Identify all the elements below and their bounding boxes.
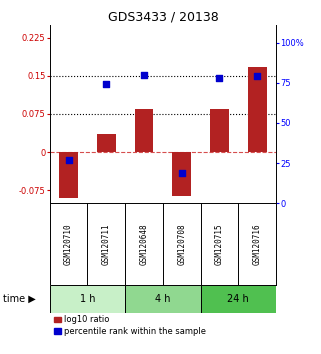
Point <box>255 74 260 79</box>
Bar <box>97 135 116 152</box>
Point <box>66 157 71 163</box>
Bar <box>59 152 78 198</box>
Bar <box>210 109 229 152</box>
Bar <box>50 285 125 313</box>
Point <box>217 75 222 81</box>
Bar <box>172 152 191 195</box>
Bar <box>134 109 153 152</box>
Text: 24 h: 24 h <box>228 294 249 304</box>
Legend: log10 ratio, percentile rank within the sample: log10 ratio, percentile rank within the … <box>54 315 206 336</box>
Text: 1 h: 1 h <box>80 294 95 304</box>
Text: GSM120711: GSM120711 <box>102 223 111 265</box>
Text: 4 h: 4 h <box>155 294 171 304</box>
Bar <box>125 285 201 313</box>
Point <box>142 72 147 78</box>
Text: GSM120710: GSM120710 <box>64 223 73 265</box>
Bar <box>248 67 267 152</box>
Bar <box>201 285 276 313</box>
Text: GSM120715: GSM120715 <box>215 223 224 265</box>
Text: time ▶: time ▶ <box>3 294 36 304</box>
Point <box>179 170 184 176</box>
Title: GDS3433 / 20138: GDS3433 / 20138 <box>108 11 218 24</box>
Text: GSM120648: GSM120648 <box>140 223 149 265</box>
Point <box>104 81 109 87</box>
Text: GSM120716: GSM120716 <box>253 223 262 265</box>
Text: GSM120708: GSM120708 <box>177 223 186 265</box>
